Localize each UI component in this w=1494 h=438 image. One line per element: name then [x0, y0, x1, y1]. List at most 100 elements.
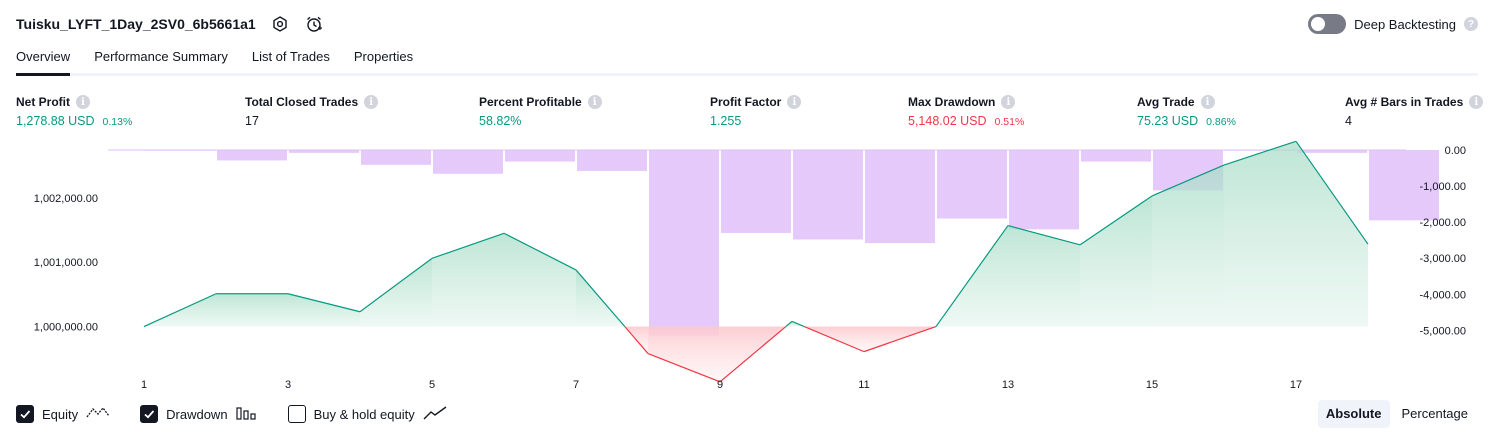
right-tick-label: -2,000.00 [1420, 217, 1466, 229]
equity-line-9-1 [785, 320, 793, 328]
info-icon[interactable]: i [1001, 95, 1016, 109]
x-tick-label: 3 [285, 379, 291, 391]
equity-area-9-1 [785, 321, 792, 327]
x-tick-label: 9 [717, 379, 723, 391]
drawdown-bar-10 [793, 150, 863, 240]
drawdown-bar-12 [937, 150, 1007, 219]
equity-area-14-0 [1080, 195, 1152, 327]
drawdown-bar-1 [145, 150, 215, 151]
info-icon[interactable]: i [1469, 95, 1484, 109]
buy-hold-line-icon [423, 405, 447, 424]
x-tick-label: 5 [429, 379, 435, 391]
metric-label: Max Drawdown [908, 95, 996, 109]
equity-line-14-0 [1079, 195, 1153, 246]
legend-drawdown[interactable]: Drawdown [140, 405, 257, 424]
equity-line-17-0 [1295, 140, 1369, 245]
legend-label: Buy & hold equity [313, 406, 415, 422]
equity-line-15-0 [1151, 164, 1225, 197]
chart-legend: Equity Drawdown Buy & hold equity [16, 402, 477, 426]
drawdown-bar-6 [505, 150, 575, 162]
tab-list-of-trades[interactable]: List of Trades [251, 49, 330, 64]
metric-value: 4 [1345, 114, 1352, 128]
drawdown-bar-14 [1081, 150, 1151, 162]
drawdown-bar-9 [721, 150, 791, 233]
absolute-button[interactable]: Absolute [1317, 400, 1390, 428]
drawdown-bar-16 [1225, 150, 1295, 151]
drawdown-bar-5 [433, 150, 503, 174]
metric-avg-bars: Avg # Bars in Trades i 4 [1345, 94, 1484, 128]
drawdown-line-7-1 [624, 326, 649, 354]
report-tabs: Overview Performance Summary List of Tra… [16, 44, 1478, 76]
drawdown-bar-18 [1369, 150, 1439, 221]
equity-line-7-0 [575, 269, 626, 327]
equity-checkbox[interactable] [16, 405, 34, 423]
legend-label: Drawdown [166, 406, 228, 422]
metric-profit-factor: Profit Factor i 1.255 [710, 94, 802, 128]
left-tick-label: 1,002,000.00 [34, 193, 98, 205]
x-tick-label: 15 [1146, 379, 1158, 391]
equity-line-6-0 [503, 232, 577, 271]
info-icon[interactable]: i [1200, 95, 1215, 109]
equity-drawdown-chart[interactable]: 1,002,000.00 1,001,000.00 1,000,000.00 0.0… [0, 140, 1494, 398]
buy-hold-checkbox[interactable] [287, 405, 306, 423]
metric-value: 5,148.02 USD [908, 114, 987, 128]
metric-net-profit: Net Profit i 1,278.88 USD 0.13% [16, 94, 132, 128]
alarm-clock-icon[interactable] [304, 14, 324, 34]
tab-properties[interactable]: Properties [353, 49, 414, 64]
right-tick-label: -5,000.00 [1420, 325, 1466, 337]
deep-backtesting-toggle[interactable] [1308, 14, 1347, 34]
metric-percent: 0.51% [994, 116, 1025, 128]
metric-percent: 0.13% [102, 116, 133, 128]
help-icon[interactable]: ? [1464, 17, 1478, 31]
deep-backtesting-label: Deep Backtesting [1354, 16, 1456, 32]
x-tick-label: 1 [141, 379, 147, 391]
metric-total-closed-trades: Total Closed Trades i 17 [245, 94, 379, 128]
percentage-button[interactable]: Percentage [1401, 406, 1469, 421]
equity-area-6-0 [504, 233, 576, 327]
equity-line-16-0 [1223, 140, 1297, 166]
metric-label: Avg # Bars in Trades [1345, 95, 1464, 109]
drawdown-line-10-1 [804, 325, 865, 353]
x-tick-label: 17 [1290, 379, 1302, 391]
drawdown-bar-8 [649, 150, 719, 336]
x-axis: 1 3 5 7 9 11 13 15 17 [141, 379, 1302, 391]
metric-label: Percent Profitable [479, 95, 582, 109]
tab-overview[interactable]: Overview [16, 44, 71, 76]
legend-buy-hold[interactable]: Buy & hold equity [287, 405, 447, 424]
drawdown-checkbox[interactable] [140, 405, 159, 423]
legend-label: Equity [42, 406, 79, 422]
equity-lines [143, 140, 1369, 383]
drawdown-bar-3 [289, 150, 359, 153]
equity-line-3-0 [287, 293, 361, 313]
info-icon[interactable]: i [76, 95, 90, 109]
drawdown-bar-17 [1297, 150, 1367, 153]
left-tick-label: 1,001,000.00 [34, 257, 98, 269]
tab-performance-summary[interactable]: Performance Summary [94, 49, 228, 64]
drawdown-bar-13 [1009, 150, 1079, 230]
info-icon[interactable]: i [364, 95, 379, 109]
drawdown-area-8-0 [648, 326, 720, 382]
metric-value: 1,278.88 USD [16, 114, 95, 128]
equity-line-10-0 [791, 320, 805, 328]
metric-percent-profitable: Percent Profitable i 58.82% [479, 94, 602, 128]
equity-area-10-0 [792, 321, 805, 327]
metric-label: Net Profit [16, 95, 70, 109]
equity-line-5-0 [431, 232, 505, 259]
info-icon[interactable]: i [587, 95, 602, 109]
equity-area-13-0 [1008, 225, 1080, 327]
drawdown-bar-7 [577, 150, 647, 171]
metric-label: Avg Trade [1137, 95, 1195, 109]
settings-icon[interactable] [270, 14, 290, 34]
metric-value: 1.255 [710, 114, 742, 128]
equity-area-16-0 [1224, 141, 1296, 327]
metric-value: 75.23 USD [1137, 114, 1199, 128]
info-icon[interactable]: i [787, 95, 802, 109]
equity-line-12-0 [935, 225, 1009, 327]
x-tick-label: 11 [858, 379, 869, 391]
x-tick-label: 7 [573, 379, 579, 391]
metric-max-drawdown: Max Drawdown i 5,148.02 USD 0.51% [908, 94, 1024, 128]
metric-percent: 0.86% [1206, 116, 1236, 128]
equity-line-4-0 [359, 257, 433, 313]
left-tick-label: 1,000,000.00 [34, 322, 98, 334]
legend-equity[interactable]: Equity [16, 405, 110, 424]
